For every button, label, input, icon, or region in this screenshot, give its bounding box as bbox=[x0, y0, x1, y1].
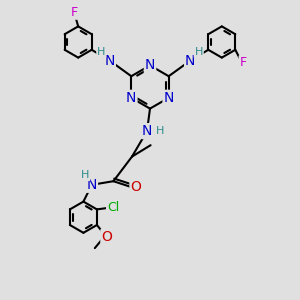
Text: O: O bbox=[101, 230, 112, 244]
Text: F: F bbox=[71, 6, 78, 19]
Text: O: O bbox=[130, 180, 141, 194]
Text: N: N bbox=[104, 54, 115, 68]
Text: N: N bbox=[142, 124, 152, 138]
Text: H: H bbox=[81, 170, 89, 180]
Text: N: N bbox=[126, 91, 136, 105]
Text: F: F bbox=[240, 56, 247, 69]
Text: N: N bbox=[185, 54, 196, 68]
Text: N: N bbox=[87, 178, 97, 192]
Text: N: N bbox=[164, 91, 174, 105]
Text: N: N bbox=[145, 58, 155, 72]
Text: H: H bbox=[155, 125, 164, 136]
Text: H: H bbox=[97, 47, 106, 57]
Text: H: H bbox=[194, 47, 203, 57]
Text: Cl: Cl bbox=[107, 201, 119, 214]
